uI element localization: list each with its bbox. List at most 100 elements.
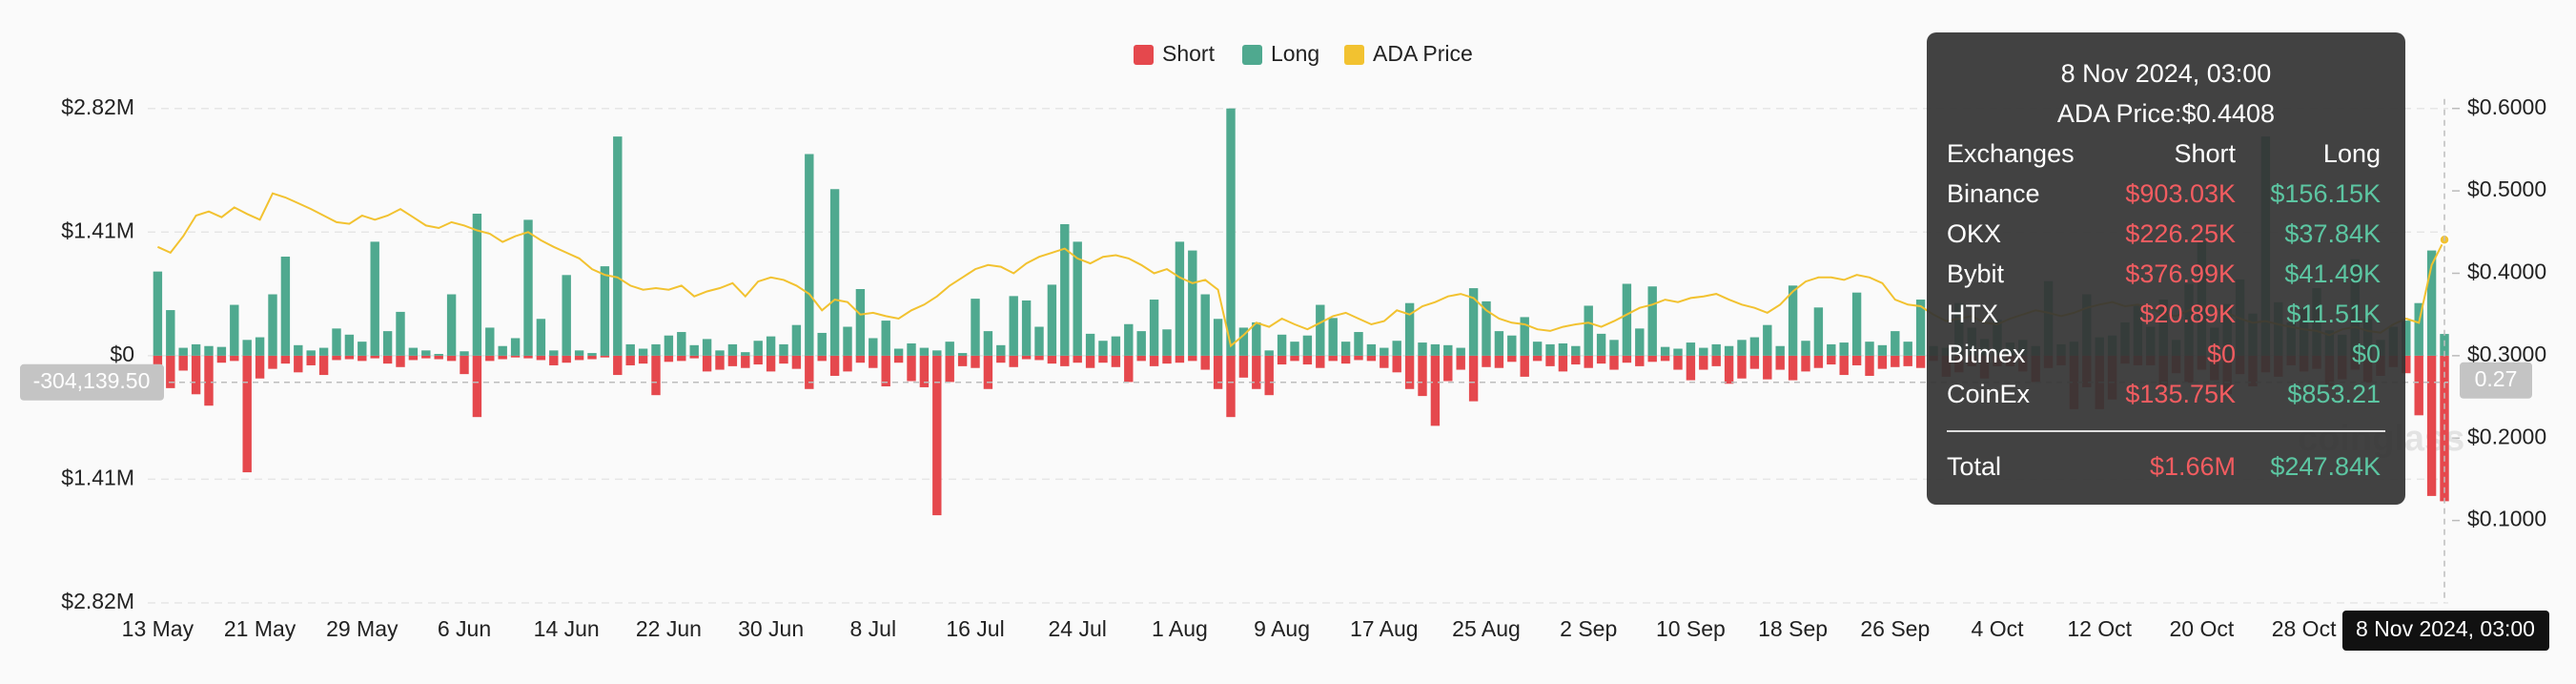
bar — [1532, 342, 1543, 356]
bar — [204, 355, 214, 406]
bar — [869, 338, 878, 356]
bar — [1647, 286, 1657, 356]
bar — [766, 355, 776, 372]
bar — [600, 266, 610, 356]
bar — [1098, 341, 1108, 356]
bar — [869, 355, 878, 368]
bar — [1788, 355, 1798, 381]
bar — [318, 347, 329, 356]
exchange: Bybit — [1947, 259, 2005, 288]
bar — [1277, 334, 1287, 356]
short-value: $376.99K — [2125, 259, 2236, 288]
bar — [613, 355, 623, 376]
bar — [651, 355, 661, 396]
x-tick-label: 20 Oct — [2170, 616, 2235, 641]
bar — [255, 337, 265, 356]
bar — [805, 355, 814, 389]
bar — [1673, 348, 1683, 356]
bar — [971, 355, 980, 368]
bar — [766, 336, 776, 356]
y2-tick-label: $0.5000 — [2467, 176, 2546, 201]
bar — [983, 355, 993, 389]
bar — [434, 355, 443, 360]
bar — [1443, 355, 1453, 382]
bar — [306, 350, 316, 356]
x-tick-label: 12 Oct — [2067, 616, 2132, 641]
bar — [587, 355, 597, 360]
x-tick-label: 1 Aug — [1152, 616, 1208, 641]
bar — [472, 213, 482, 356]
exchange: HTX — [1947, 300, 1998, 328]
bar — [562, 275, 571, 356]
bar — [1226, 355, 1236, 418]
tooltip-total: Total $1.66M $247.84K — [1927, 446, 2405, 487]
bar — [268, 294, 277, 356]
bar — [779, 355, 788, 364]
x-tick-label: 9 Aug — [1254, 616, 1310, 641]
y-tick-label: $2.82M — [61, 94, 134, 119]
x-tick-label: 10 Sep — [1656, 616, 1726, 641]
bar — [191, 343, 201, 356]
tooltip-row: CoinEx $135.75K $853.21 — [1927, 374, 2405, 414]
x-tick-label: 2 Sep — [1560, 616, 1617, 641]
bar — [1124, 323, 1134, 356]
bar — [1482, 301, 1491, 356]
bar — [344, 355, 355, 360]
bar — [1456, 355, 1465, 370]
bar — [1545, 355, 1555, 366]
bar — [996, 344, 1006, 356]
header-cell: Exchanges — [1947, 139, 2075, 168]
total-label: Total — [1947, 452, 2002, 481]
x-tick-label: 13 May — [122, 616, 194, 641]
bar — [1149, 300, 1159, 356]
bar — [791, 355, 802, 369]
bar — [1775, 345, 1785, 356]
bar — [536, 355, 546, 361]
tooltip-row: HTX $20.89K $11.51K — [1927, 294, 2405, 334]
short-value: $135.75K — [2125, 380, 2236, 408]
bar — [396, 355, 405, 367]
bar — [664, 355, 674, 363]
bar — [817, 355, 827, 362]
bar — [1316, 304, 1325, 356]
bar — [574, 355, 584, 361]
bar — [1111, 355, 1121, 367]
bar — [677, 355, 686, 362]
bar — [498, 355, 507, 360]
short-value: $0 — [2206, 340, 2236, 368]
bar — [1021, 300, 1032, 356]
bar — [434, 354, 443, 356]
bar — [1609, 355, 1619, 370]
bar — [1827, 343, 1836, 356]
total-long: $247.84K — [2270, 452, 2381, 481]
bar — [268, 355, 277, 369]
bar — [2402, 321, 2411, 356]
crosshair-y-label: -304,139.50 — [33, 368, 151, 393]
bar — [702, 339, 712, 356]
bar — [1124, 355, 1134, 383]
bar — [1622, 355, 1632, 363]
y2-tick-label: $0.3000 — [2467, 342, 2546, 366]
bar — [600, 355, 610, 358]
bar — [689, 355, 699, 359]
tooltip: 8 Nov 2024, 03:00 ADA Price:$0.4408 Exch… — [1927, 32, 2405, 505]
bar — [1903, 355, 1912, 366]
x-tick-label: 28 Oct — [2272, 616, 2337, 641]
bar — [166, 310, 175, 356]
legend-label: ADA Price — [1373, 41, 1473, 66]
bar — [1264, 355, 1274, 396]
bar — [1635, 355, 1645, 366]
tooltip-title: 8 Nov 2024, 03:00 — [2060, 59, 2272, 88]
x-tick-label: 21 May — [224, 616, 296, 641]
bar — [893, 355, 904, 363]
header-cell: Long — [2322, 139, 2381, 168]
bar — [1584, 355, 1593, 368]
bar — [613, 136, 623, 356]
bar — [1060, 355, 1070, 366]
bar — [1775, 355, 1785, 370]
bar — [945, 342, 954, 356]
bar — [715, 355, 725, 370]
bar — [1430, 343, 1441, 356]
bar — [1737, 340, 1747, 356]
bar — [1290, 342, 1299, 356]
